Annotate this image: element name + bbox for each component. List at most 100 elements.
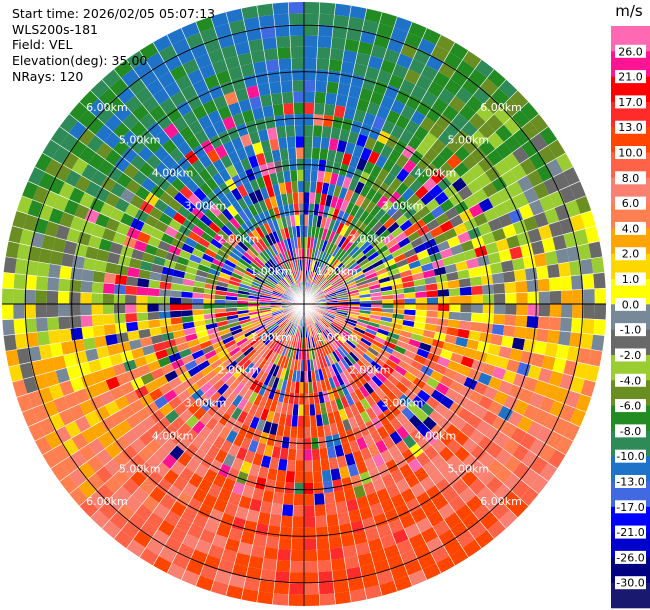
ray-separator [303, 303, 413, 587]
velocity-gate [323, 314, 334, 321]
velocity-gate [335, 197, 345, 211]
velocity-gate [367, 321, 380, 329]
velocity-gate [563, 166, 580, 186]
velocity-gate [313, 290, 323, 298]
velocity-gate [357, 552, 374, 567]
velocity-gate [434, 402, 449, 417]
velocity-gate [304, 471, 314, 483]
velocity-gate [536, 265, 549, 280]
velocity-gate [480, 322, 494, 334]
velocity-gate [333, 283, 345, 291]
velocity-gate [503, 197, 519, 214]
velocity-gate [380, 533, 397, 549]
velocity-gate [507, 180, 524, 198]
velocity-gate [577, 347, 592, 365]
velocity-gate [436, 34, 455, 53]
velocity-gate [365, 187, 378, 201]
velocity-gate [548, 277, 561, 292]
velocity-gate [529, 151, 547, 170]
velocity-gate [407, 365, 421, 378]
velocity-gate [537, 316, 550, 330]
velocity-gate [389, 177, 403, 191]
velocity-gate [503, 438, 520, 456]
velocity-gate [359, 410, 372, 424]
ray-separator [303, 3, 336, 305]
velocity-gate [580, 379, 596, 398]
velocity-gate [369, 343, 382, 353]
velocity-gate [324, 355, 332, 367]
velocity-gate [340, 395, 350, 409]
velocity-gate [317, 263, 325, 275]
velocity-gate [320, 458, 331, 471]
velocity-gate [349, 191, 360, 205]
velocity-gate [348, 509, 362, 523]
velocity-gate [484, 241, 499, 255]
velocity-gate [332, 260, 342, 271]
velocity-gate [355, 52, 371, 67]
velocity-gate [379, 348, 392, 359]
velocity-gate [373, 335, 386, 345]
velocity-gate [404, 298, 416, 304]
velocity-gate [383, 172, 397, 187]
velocity-gate [517, 175, 534, 193]
velocity-gate [343, 240, 354, 252]
velocity-gate [385, 238, 398, 250]
velocity-gate [338, 466, 351, 480]
velocity-gate [457, 269, 470, 280]
velocity-gate [481, 362, 496, 377]
velocity-gate [433, 363, 448, 376]
velocity-gate [451, 478, 469, 496]
velocity-gate [588, 241, 603, 259]
velocity-gate [304, 371, 309, 383]
velocity-gate [331, 277, 342, 286]
velocity-gate [314, 192, 322, 205]
velocity-gate [392, 528, 409, 545]
velocity-gate [304, 225, 309, 237]
velocity-gate [356, 98, 370, 113]
velocity-gate [336, 347, 347, 359]
velocity-gate [503, 472, 522, 492]
velocity-gate [360, 147, 373, 161]
velocity-gate [408, 259, 422, 270]
velocity-gate [444, 387, 459, 402]
velocity-gate [333, 317, 345, 325]
velocity-gate [549, 290, 562, 304]
velocity-gate [574, 362, 589, 380]
velocity-gate [408, 212, 422, 226]
velocity-gate [317, 227, 325, 240]
velocity-gate [425, 536, 444, 554]
ray-separator [303, 303, 558, 469]
velocity-gate [548, 316, 561, 331]
velocity-gate [331, 232, 340, 245]
velocity-gate [491, 415, 508, 432]
velocity-gate [309, 313, 317, 324]
velocity-gate [345, 283, 358, 291]
velocity-gate [377, 412, 390, 426]
velocity-gate [349, 204, 360, 217]
velocity-gate [341, 326, 353, 335]
velocity-gate [336, 249, 347, 261]
velocity-gate [327, 389, 336, 402]
velocity-gate [378, 212, 391, 225]
velocity-gate [480, 274, 494, 286]
velocity-gate [311, 311, 321, 320]
velocity-gate [498, 249, 512, 263]
velocity-gate [506, 234, 521, 249]
velocity-gate [543, 177, 560, 195]
velocity-gate [409, 443, 424, 458]
velocity-gate [507, 410, 524, 428]
velocity-gate [371, 220, 384, 233]
velocity-gate [502, 369, 517, 385]
velocity-gate [331, 350, 341, 363]
velocity-gate [335, 500, 349, 514]
velocity-gate [309, 181, 317, 193]
velocity-gate [319, 148, 329, 161]
velocity-gate [476, 341, 490, 354]
velocity-gate [430, 138, 447, 155]
velocity-gate [533, 408, 550, 426]
velocity-gate [558, 330, 571, 346]
velocity-gate [503, 116, 522, 136]
velocity-gate [304, 505, 316, 517]
ray-separator [303, 225, 596, 305]
velocity-gate [343, 341, 354, 352]
